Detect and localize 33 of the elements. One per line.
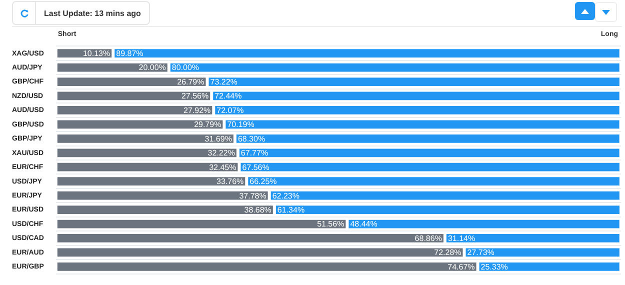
data-label: 66.25%	[250, 177, 277, 186]
data-label: 62.23%	[272, 191, 300, 200]
data-label: 32.22%	[208, 148, 235, 158]
data-label: 27.73%	[467, 248, 494, 258]
data-label: 51.56%	[317, 220, 344, 229]
data-label: 37.78%	[239, 191, 266, 200]
data-label: 31.14%	[448, 234, 476, 243]
data-label: 61.34%	[277, 205, 305, 214]
data-label: 73.22%	[210, 77, 238, 86]
data-label: 68.30%	[238, 134, 266, 144]
data-label: 72.07%	[216, 106, 244, 115]
data-label: 74.67%	[448, 262, 475, 272]
data-label: 31.69%	[204, 134, 232, 144]
data-label: 72.44%	[214, 92, 242, 101]
data-label: 29.79%	[194, 120, 222, 130]
data-label: 68.86%	[414, 234, 442, 243]
data-label: 27.92%	[184, 106, 211, 115]
data-label: 33.76%	[216, 177, 244, 186]
data-label: 27.56%	[181, 92, 209, 101]
data-label: 70.19%	[227, 120, 254, 130]
data-label: 26.79%	[177, 77, 204, 86]
data-label: 80.00%	[172, 63, 200, 72]
data-label: 67.56%	[242, 162, 270, 172]
data-label: 89.87%	[116, 49, 144, 58]
data-label: 25.33%	[480, 262, 508, 272]
data-label: 32.45%	[209, 162, 236, 172]
data-label: 48.44%	[350, 220, 378, 229]
data-label: 38.68%	[244, 205, 272, 214]
data-label: 10.13%	[82, 49, 110, 58]
data-label: 20.00%	[138, 63, 166, 72]
text: Last Update: 13 mins ago	[43, 8, 142, 18]
data-label: 72.28%	[434, 248, 462, 258]
data-label: 67.77%	[240, 148, 268, 158]
